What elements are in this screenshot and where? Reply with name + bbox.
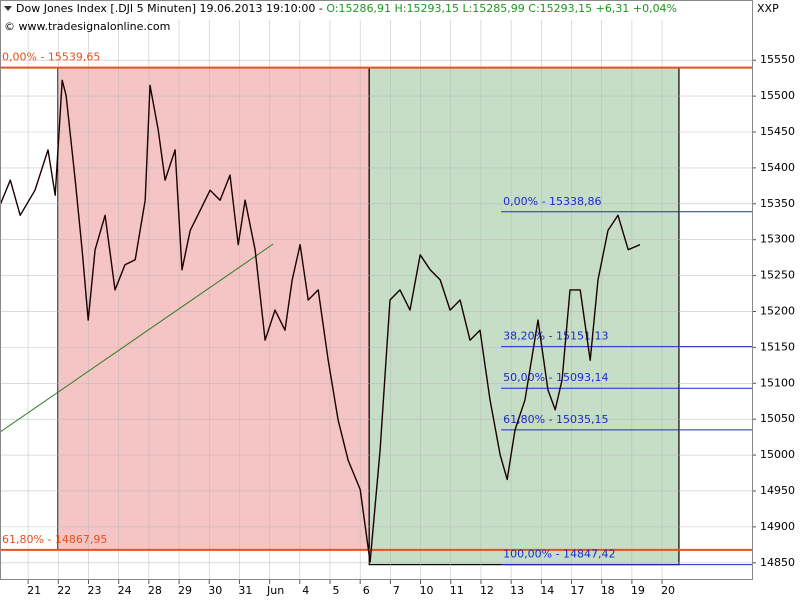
- x-tick-label: 24: [118, 584, 132, 597]
- y-tick-label: 15000: [760, 448, 795, 461]
- grid: 14850 14900 14950 15000 15050 15100 15150 15200…: [0, 20, 795, 597]
- x-tick-label: 4: [302, 584, 309, 597]
- zone: [57, 67, 370, 551]
- x-tick-label: 14: [540, 584, 554, 597]
- x-tick-label: 12: [480, 584, 494, 597]
- y-tick-label: 14900: [760, 520, 795, 533]
- y-tick-label: 15300: [760, 233, 795, 246]
- zones: [57, 67, 680, 566]
- x-tick-label: 6: [363, 584, 370, 597]
- y-tick-label: 15550: [760, 53, 795, 66]
- x-tick-label: 20: [661, 584, 675, 597]
- y-tick-label: 15200: [760, 304, 795, 317]
- y-tick-label: 15100: [760, 376, 795, 389]
- corner-label: XXP: [757, 2, 779, 15]
- y-tick-label: 15250: [760, 269, 795, 282]
- x-tick-label: 13: [510, 584, 524, 597]
- dropdown-icon: [4, 6, 12, 11]
- y-tick-label: 15450: [760, 125, 795, 138]
- header: Dow Jones Index [.DJI 5 Minuten] 19.06.2…: [16, 2, 677, 15]
- marks: 0,00% - 15539,65 61,80% - 14867,95 0,00% -…: [0, 51, 752, 566]
- x-tick-label: 23: [87, 584, 101, 597]
- x-tick-label: 11: [450, 584, 464, 597]
- y-tick-label: 15050: [760, 412, 795, 425]
- level-label: 61,80% - 14867,95: [2, 533, 107, 546]
- y-tick-label: 14850: [760, 556, 795, 569]
- x-tick-label: 30: [208, 584, 222, 597]
- trendline: [0, 243, 274, 433]
- copyright: © www.tradesignalonline.com: [4, 20, 170, 33]
- price-line: [0, 79, 641, 563]
- x-tick-label: 29: [178, 584, 192, 597]
- level-label: 0,00% - 15338,86: [503, 195, 601, 208]
- x-tick-label: 7: [393, 584, 400, 597]
- x-tick-label: 19: [631, 584, 645, 597]
- x-tick-label: Jun: [266, 584, 284, 597]
- level-label: 0,00% - 15539,65: [2, 51, 100, 64]
- header-ohlc: O:15286,91 H:15293,15 L:15285,99 C:15293…: [326, 2, 677, 15]
- x-tick-label: 18: [601, 584, 615, 597]
- level-label: 100,00% - 14847,42: [503, 548, 615, 561]
- y-tick-label: 15500: [760, 89, 795, 102]
- level-label: 61,80% - 15035,15: [503, 413, 608, 426]
- y-tick-label: 15150: [760, 340, 795, 353]
- plot-frame: [0, 0, 753, 580]
- y-tick-label: 15350: [760, 197, 795, 210]
- header-instrument: Dow Jones Index [.DJI 5 Minuten] 19.06.2…: [16, 2, 323, 15]
- x-tick-label: 22: [57, 584, 71, 597]
- y-tick-label: 14950: [760, 484, 795, 497]
- zone: [368, 67, 680, 566]
- x-tick-label: 31: [238, 584, 252, 597]
- level-label: 50,00% - 15093,14: [503, 371, 608, 384]
- level-label: 38,20% - 15151,13: [503, 330, 608, 343]
- x-tick-label: 21: [27, 584, 41, 597]
- y-tick-label: 15400: [760, 161, 795, 174]
- x-tick-label: 10: [420, 584, 434, 597]
- x-tick-label: 5: [333, 584, 340, 597]
- x-tick-label: 28: [148, 584, 162, 597]
- x-tick-label: 17: [571, 584, 585, 597]
